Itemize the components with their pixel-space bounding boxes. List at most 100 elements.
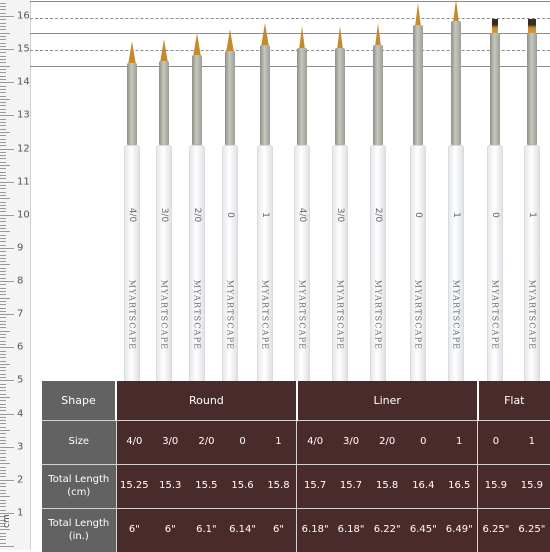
ruler-tick	[0, 546, 14, 547]
length-in-cell: 6.14"	[224, 509, 260, 552]
size-cell: 1	[261, 421, 297, 465]
handle-brand-text: MYARTSCAPE	[374, 280, 383, 350]
ruler-number: 12	[17, 143, 30, 154]
ruler-tick	[0, 430, 10, 431]
ruler-tick	[0, 377, 6, 378]
ruler-number: 3	[17, 441, 23, 452]
group-liner: Liner	[297, 381, 478, 421]
size-label: Size	[42, 421, 116, 465]
size-cell: 0	[478, 421, 514, 465]
ruler-tick	[0, 221, 6, 222]
ruler-tick	[0, 192, 6, 193]
ruler-tick	[0, 99, 10, 100]
ruler-tick	[0, 46, 6, 47]
group-flat: Flat	[478, 381, 550, 421]
size-cell: 0	[224, 421, 260, 465]
size-cell: 1	[441, 421, 477, 465]
ruler-tick	[0, 394, 6, 395]
brush-ferrule	[451, 21, 461, 145]
reference-line	[30, 66, 550, 67]
ruler-number: 16	[17, 11, 30, 22]
ruler-tick	[0, 142, 6, 143]
brush-ferrule	[297, 48, 307, 145]
ruler-tick	[0, 274, 6, 275]
length-cm-cell: 15.6	[224, 465, 260, 509]
ruler-tick	[0, 427, 6, 428]
ruler-tick	[0, 178, 6, 179]
handle-brand-text: MYARTSCAPE	[336, 280, 345, 350]
ruler-tick	[0, 202, 6, 203]
length-cm-cell: 15.5	[188, 465, 224, 509]
handle-brand-text: MYARTSCAPE	[261, 280, 270, 350]
ruler-tick	[0, 86, 6, 87]
handle-brand-text: MYARTSCAPE	[160, 280, 169, 350]
ruler-tick	[0, 129, 6, 130]
length-cm-cell: 15.8	[369, 465, 405, 509]
ruler-tick	[0, 344, 6, 345]
ruler-tick	[0, 135, 6, 136]
ruler-number: 6	[17, 342, 23, 353]
ruler-tick	[0, 410, 6, 411]
size-cell: 1	[514, 421, 550, 465]
ruler-tick	[0, 533, 6, 534]
ruler-tick	[0, 49, 14, 50]
ruler-tick	[0, 539, 6, 540]
ruler-tick	[0, 13, 6, 14]
length-cm-cell: 15.7	[297, 465, 333, 509]
brush-ferrule	[490, 33, 500, 145]
ruler-tick	[0, 168, 6, 169]
ruler-tick	[0, 536, 6, 537]
ruler-tick	[0, 463, 10, 464]
reference-line	[30, 33, 550, 34]
ruler-tick	[0, 231, 10, 232]
ruler-number: 9	[17, 242, 23, 253]
length-cm-cell: 15.3	[152, 465, 188, 509]
ruler-tick	[0, 281, 14, 282]
ruler-tick	[0, 39, 6, 40]
handle-brand-text: MYARTSCAPE	[414, 280, 423, 350]
shape-row: Shape Round Liner Flat	[42, 381, 550, 421]
ruler-tick	[0, 467, 6, 468]
ruler-tick	[0, 354, 6, 355]
ruler-number: 2	[17, 474, 23, 485]
ruler-tick	[0, 453, 6, 454]
ruler-tick	[0, 175, 6, 176]
ruler-tick	[0, 433, 6, 434]
length-cm-cell: 15.9	[514, 465, 550, 509]
handle-size-mark: 0	[490, 212, 500, 218]
ruler-tick	[0, 255, 6, 256]
length-cm-cell: 16.5	[441, 465, 477, 509]
brush-tip	[193, 33, 201, 57]
brush-ferrule	[373, 45, 383, 145]
length-in-row: Total Length (in.) 6"6"6.1"6.14"6"6.18"6…	[42, 509, 550, 552]
brush-ferrule	[127, 63, 137, 145]
reference-line	[30, 18, 550, 19]
ruler-tick	[0, 500, 6, 501]
size-cell: 2/0	[369, 421, 405, 465]
ruler-tick	[0, 268, 6, 269]
length-cm-cell: 15.25	[116, 465, 152, 509]
ruler-tick	[0, 301, 6, 302]
ruler-tick	[0, 304, 6, 305]
ruler-tick	[0, 483, 6, 484]
ruler-number: 14	[17, 77, 30, 88]
ruler-number: 5	[17, 375, 23, 386]
size-cell: 0	[405, 421, 441, 465]
ruler-tick	[0, 261, 6, 262]
ruler-tick	[0, 33, 10, 34]
ruler-tick	[0, 66, 10, 67]
ruler-tick	[0, 165, 10, 166]
